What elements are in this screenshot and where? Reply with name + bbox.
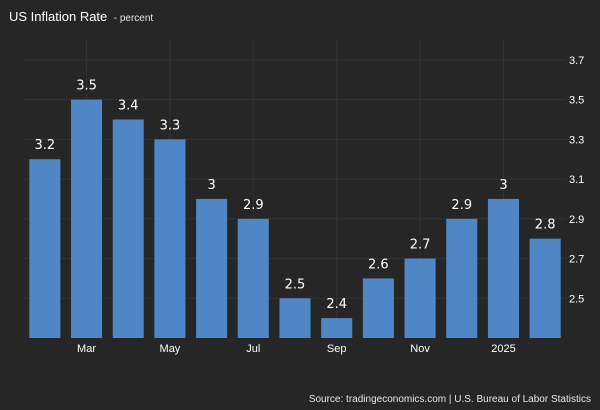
- bar-value-label: 3.4: [118, 98, 139, 113]
- bar: [237, 218, 269, 338]
- bar: [29, 159, 61, 338]
- bar-value-label: 2.9: [243, 198, 264, 213]
- chart-title: US Inflation Rate: [9, 9, 108, 24]
- bar-value-label: 2.6: [368, 257, 389, 272]
- x-tick-label: Mar: [77, 343, 96, 355]
- bar: [196, 198, 228, 338]
- bar-value-label: 3: [207, 178, 215, 193]
- bar-value-label: 2.9: [451, 198, 472, 213]
- y-tick-label: 2.7: [569, 254, 584, 266]
- bar: [154, 139, 186, 338]
- y-tick-label: 3.7: [569, 55, 584, 67]
- bar: [487, 198, 519, 338]
- bar-value-label: 3: [499, 178, 507, 193]
- bar-value-label: 2.4: [326, 297, 347, 312]
- y-tick-label: 3.3: [569, 134, 584, 146]
- y-tick-label: 2.9: [569, 214, 584, 226]
- bar-value-label: 3.2: [35, 138, 56, 153]
- x-tick-label: May: [160, 343, 181, 355]
- bar: [112, 119, 144, 338]
- y-tick-label: 3.1: [569, 174, 584, 186]
- chart-title-block: US Inflation Rate - percent: [9, 8, 153, 26]
- bar-value-label: 2.8: [535, 218, 556, 233]
- source-note: Source: tradingeconomics.com | U.S. Bure…: [308, 394, 591, 405]
- bar: [529, 238, 561, 338]
- x-tick-label: 2025: [491, 343, 515, 355]
- x-tick-label: Sep: [327, 343, 347, 355]
- bar: [362, 278, 394, 338]
- bar-value-label: 2.7: [410, 238, 431, 253]
- x-tick-label: Jul: [246, 343, 260, 355]
- bar: [71, 99, 103, 338]
- bar: [321, 318, 353, 338]
- y-tick-label: 2.5: [569, 293, 584, 305]
- y-tick-label: 3.5: [569, 95, 584, 107]
- bar-value-label: 3.5: [76, 79, 97, 94]
- chart-subtitle: - percent: [113, 13, 154, 24]
- bar: [404, 258, 436, 338]
- x-tick-label: Nov: [410, 343, 430, 355]
- bar-value-label: 2.5: [285, 277, 306, 292]
- bar: [279, 298, 311, 338]
- bar: [446, 218, 478, 338]
- bar-value-label: 3.3: [160, 118, 181, 133]
